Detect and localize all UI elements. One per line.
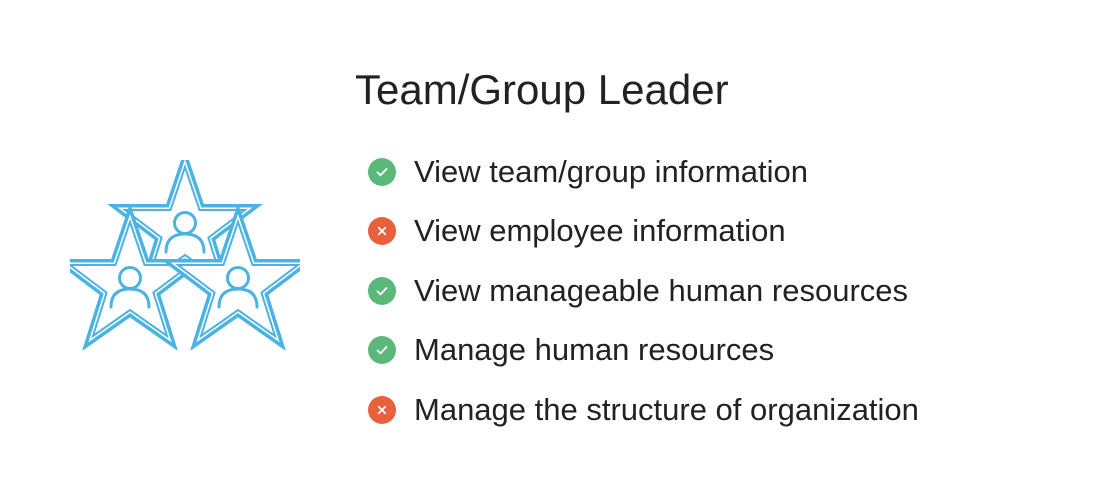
permission-item: View employee information bbox=[368, 202, 919, 262]
page-title: Team/Group Leader bbox=[355, 66, 729, 113]
cross-icon bbox=[368, 395, 396, 424]
permission-list: View team/group information View employee… bbox=[368, 142, 919, 440]
permission-item: Manage the structure of organization bbox=[368, 380, 919, 440]
permission-item: Manage human resources bbox=[368, 321, 919, 381]
permission-label: View team/group information bbox=[414, 153, 809, 189]
permission-item: View team/group information bbox=[368, 142, 919, 202]
check-icon bbox=[368, 336, 396, 365]
cross-icon bbox=[368, 217, 396, 246]
permission-label: View employee information bbox=[414, 213, 786, 249]
check-icon bbox=[368, 157, 396, 186]
permission-label: View manageable human resources bbox=[414, 272, 909, 308]
team-stars-icon bbox=[70, 160, 300, 350]
permission-item: View manageable human resources bbox=[368, 261, 919, 321]
permission-label: Manage the structure of organization bbox=[414, 391, 919, 427]
check-icon bbox=[368, 276, 396, 305]
permission-label: Manage human resources bbox=[414, 332, 775, 368]
